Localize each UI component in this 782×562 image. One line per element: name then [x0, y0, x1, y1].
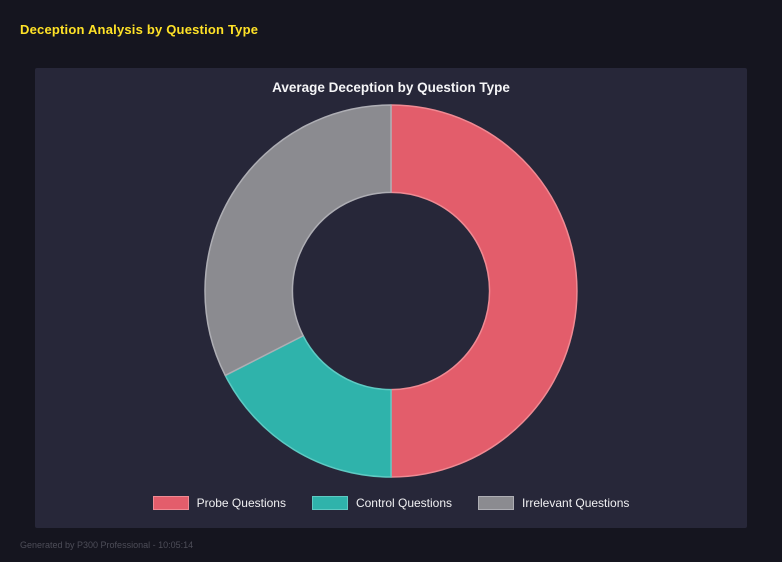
legend-swatch-probe — [152, 496, 189, 510]
donut-segment-2 — [204, 104, 392, 377]
chart-panel: Average Deception by Question Type Probe… — [35, 68, 747, 528]
chart-legend: Probe Questions Control Questions Irrele… — [35, 496, 747, 510]
legend-item-control: Control Questions — [311, 496, 453, 510]
page-title: Deception Analysis by Question Type — [20, 22, 259, 37]
donut-chart — [204, 104, 578, 478]
donut-chart-area — [191, 91, 591, 491]
legend-label-control: Control Questions — [355, 496, 453, 510]
footer-text: Generated by P300 Professional - 10:05:1… — [20, 540, 194, 550]
legend-item-irrelevant: Irrelevant Questions — [478, 496, 629, 510]
legend-label-irrelevant: Irrelevant Questions — [522, 496, 630, 510]
legend-swatch-control — [311, 496, 348, 510]
legend-item-probe: Probe Questions — [152, 496, 286, 510]
donut-segment-0 — [390, 104, 578, 478]
legend-label-probe: Probe Questions — [196, 496, 286, 510]
chart-title: Average Deception by Question Type — [272, 80, 510, 95]
legend-swatch-irrelevant — [478, 496, 515, 510]
